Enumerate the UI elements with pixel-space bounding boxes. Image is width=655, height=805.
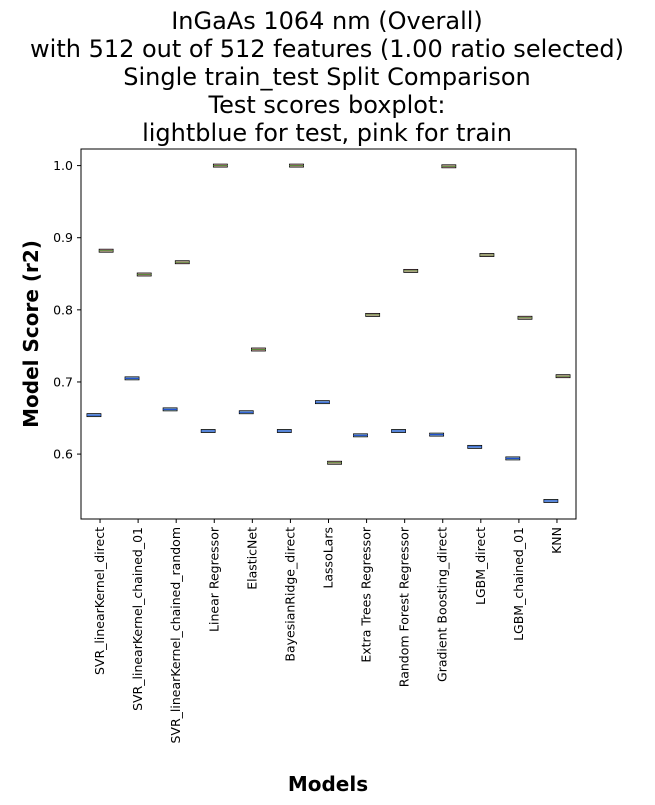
- title-line: lightblue for test, pink for train: [142, 119, 512, 147]
- chart-title: InGaAs 1064 nm (Overall)with 512 out of …: [30, 7, 624, 147]
- y-tick-label: 0.6: [53, 447, 73, 462]
- x-tick-label: SVR_linearKernel_direct: [92, 527, 107, 675]
- plot-area: [80, 148, 577, 520]
- title-line: Single train_test Split Comparison: [123, 63, 531, 91]
- y-tick-label: 0.9: [53, 230, 73, 245]
- x-tick-label: SVR_linearKernel_chained_01: [130, 527, 145, 711]
- x-tick-label: LassoLars: [321, 527, 336, 589]
- y-axis: 0.6 0.7 0.8 0.9 1.0: [53, 158, 81, 462]
- x-axis: SVR_linearKernel_direct SVR_linearKernel_…: [92, 519, 564, 744]
- title-line: Test scores boxplot:: [208, 91, 446, 119]
- x-tick-label: LGBM_chained_01: [511, 527, 526, 641]
- y-tick-label: 0.7: [53, 374, 73, 389]
- x-tick-label: LGBM_direct: [473, 527, 488, 605]
- title-line: InGaAs 1064 nm (Overall): [171, 7, 483, 35]
- x-tick-label: SVR_linearKernel_chained_random: [168, 527, 183, 744]
- x-tick-label: BayesianRidge_direct: [282, 527, 297, 662]
- x-tick-label: Linear Regressor: [206, 526, 221, 632]
- x-axis-label: Models: [288, 772, 368, 796]
- y-tick-label: 0.8: [53, 302, 73, 317]
- x-tick-label: Extra Trees Regressor: [359, 526, 374, 662]
- y-axis-label: Model Score (r2): [19, 240, 43, 428]
- title-line: with 512 out of 512 features (1.00 ratio…: [30, 35, 624, 63]
- x-tick-label: Random Forest Regressor: [397, 526, 412, 687]
- y-tick-label: 1.0: [53, 158, 73, 173]
- x-tick-label: Gradient Boosting_direct: [435, 527, 450, 682]
- x-tick-label: KNN: [549, 527, 564, 554]
- x-tick-label: ElasticNet: [244, 527, 259, 590]
